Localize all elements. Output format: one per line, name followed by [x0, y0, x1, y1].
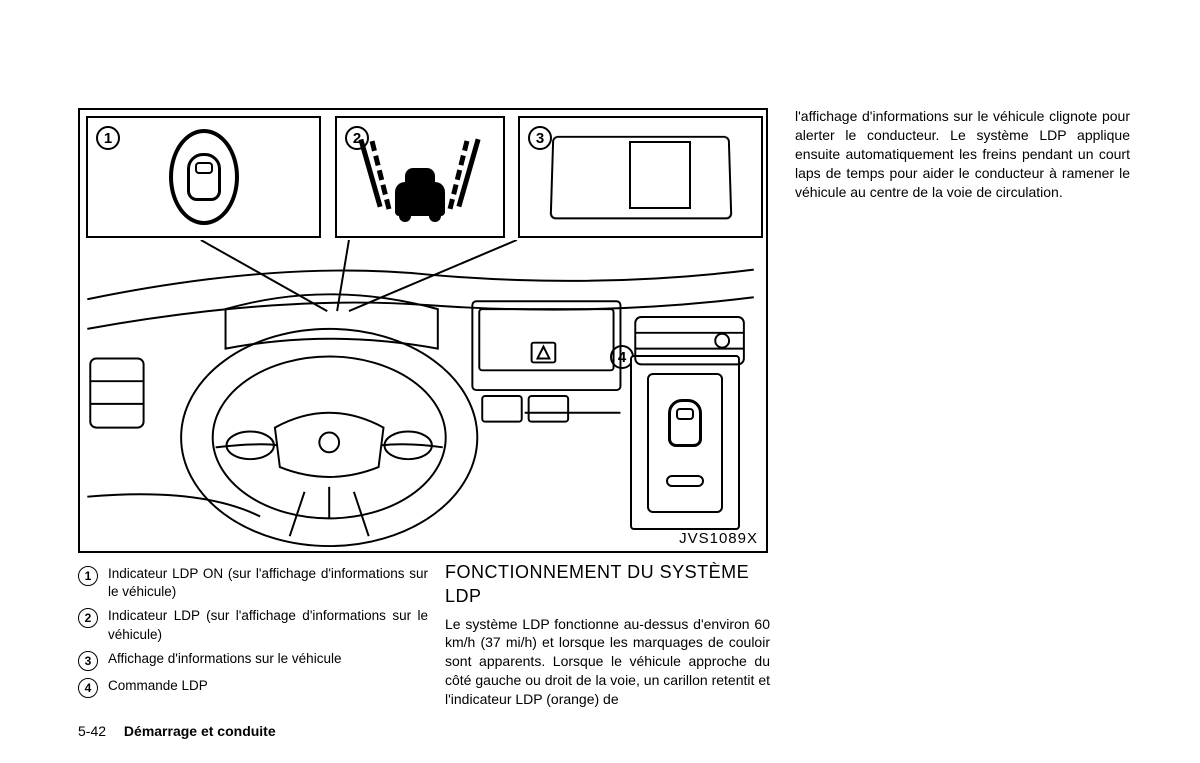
callout-box-1: 1	[86, 116, 321, 238]
section-body: Le système LDP fonctionne au-dessus d'en…	[445, 615, 770, 709]
legend-number-2: 2	[78, 608, 98, 628]
page-footer: 5-42 Démarrage et conduite	[78, 723, 276, 739]
legend-item: 3 Affichage d'informations sur le véhicu…	[78, 650, 428, 671]
section-ldp-operation: FONCTIONNEMENT DU SYSTÈME LDP Le système…	[445, 560, 770, 709]
callout-number-1: 1	[96, 126, 120, 150]
page-number: 5-42	[78, 723, 106, 739]
ldp-indicator-icon	[360, 132, 480, 222]
manual-page: 1 2 3 4	[0, 0, 1200, 763]
section-title: Démarrage et conduite	[124, 723, 276, 739]
legend-list: 1 Indicateur LDP ON (sur l'affichage d'i…	[78, 565, 428, 704]
section-heading: FONCTIONNEMENT DU SYSTÈME LDP	[445, 560, 770, 609]
legend-item: 1 Indicateur LDP ON (sur l'affichage d'i…	[78, 565, 428, 601]
legend-number-3: 3	[78, 651, 98, 671]
section-body-right: l'affichage d'informations sur le véhicu…	[795, 107, 1130, 201]
ldp-on-indicator-icon	[169, 129, 239, 225]
legend-text-3: Affichage d'informations sur le véhicule	[108, 650, 428, 668]
callout-box-2: 2	[335, 116, 505, 238]
legend-number-1: 1	[78, 566, 98, 586]
legend-item: 4 Commande LDP	[78, 677, 428, 698]
diagram-frame: 1 2 3 4	[78, 108, 768, 553]
vehicle-info-display-icon	[541, 127, 741, 227]
legend-text-1: Indicateur LDP ON (sur l'affichage d'inf…	[108, 565, 428, 601]
section-continuation: l'affichage d'informations sur le véhicu…	[795, 107, 1130, 201]
legend-text-2: Indicateur LDP (sur l'affichage d'inform…	[108, 607, 428, 643]
callout-box-3: 3	[518, 116, 763, 238]
legend-text-4: Commande LDP	[108, 677, 428, 695]
dashboard-illustration	[80, 240, 766, 551]
legend-number-4: 4	[78, 678, 98, 698]
image-code: JVS1089X	[679, 530, 758, 547]
legend-item: 2 Indicateur LDP (sur l'affichage d'info…	[78, 607, 428, 643]
